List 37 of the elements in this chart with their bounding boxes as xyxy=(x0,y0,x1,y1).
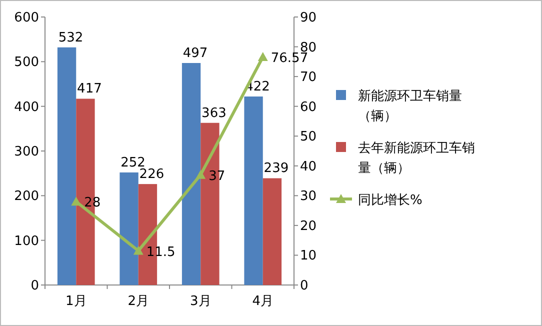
y2-tick-label: 50 xyxy=(300,130,317,145)
bar xyxy=(262,178,282,285)
x-tick-label: 4月 xyxy=(252,294,274,309)
data-label: 363 xyxy=(202,106,226,121)
x-tick-label: 1月 xyxy=(65,294,87,309)
y-tick-label: 500 xyxy=(14,55,39,70)
y2-tick-label: 60 xyxy=(300,100,317,115)
y-tick-label: 600 xyxy=(14,10,39,26)
legend-label: 同比增长% xyxy=(358,193,422,208)
y2-tick-label: 40 xyxy=(300,159,317,174)
point xyxy=(196,170,206,179)
data-label: 497 xyxy=(182,46,208,62)
y-tick-label: 0 xyxy=(30,278,39,294)
y2-tick-label: 20 xyxy=(300,218,317,234)
legend-label: 新能源环卫车销量（辆） xyxy=(358,89,462,124)
y2-tick-label: 10 xyxy=(300,248,317,264)
x-tick-label: 3月 xyxy=(190,294,212,309)
y2-tick-label: 70 xyxy=(300,70,317,86)
y-tick-label: 400 xyxy=(14,100,39,115)
data-label: 417 xyxy=(77,82,102,97)
y-tick-label: 300 xyxy=(14,144,39,160)
point xyxy=(258,52,268,61)
y2-tick-label: 90 xyxy=(300,10,317,26)
bar xyxy=(120,172,138,285)
data-label: 532 xyxy=(58,30,84,46)
y2-tick-label: 30 xyxy=(300,189,317,204)
y2-tick-label: 0 xyxy=(300,278,308,294)
x-tick-label: 2月 xyxy=(128,294,150,309)
y-tick-label: 200 xyxy=(14,189,39,204)
point xyxy=(133,246,144,255)
bar xyxy=(57,47,76,285)
data-label: 226 xyxy=(139,167,164,182)
y-tick-label: 100 xyxy=(14,234,39,249)
data-label: 239 xyxy=(264,161,289,176)
legend-label: 去年新能源环卫车销量（辆） xyxy=(358,141,475,176)
bar xyxy=(182,63,201,285)
bar xyxy=(244,96,263,285)
